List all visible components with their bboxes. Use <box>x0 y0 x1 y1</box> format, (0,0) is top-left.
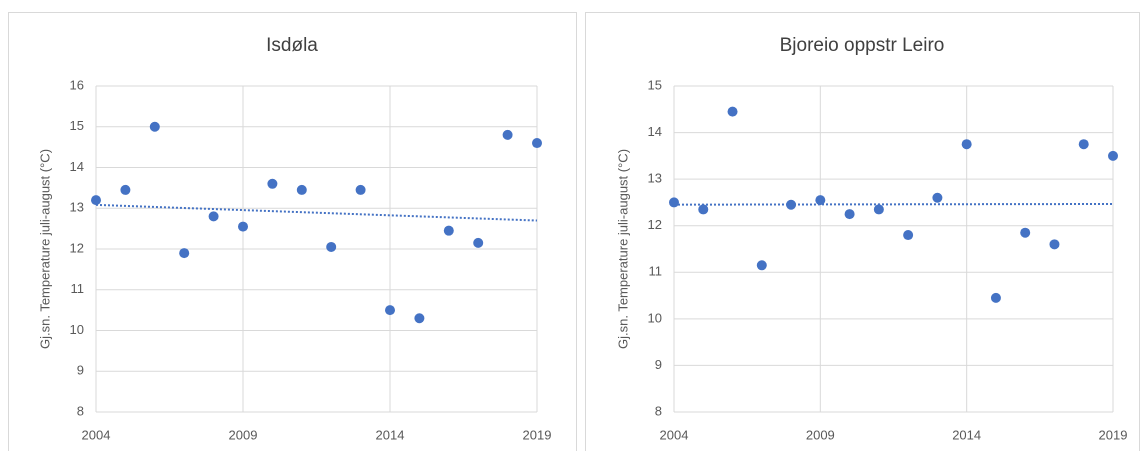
point <box>815 195 826 206</box>
y-tick-label: 16 <box>70 77 84 92</box>
panel <box>585 12 1140 451</box>
y-tick-label: 15 <box>648 77 662 92</box>
x-tick-label: 2014 <box>376 427 405 442</box>
point <box>385 305 395 316</box>
point <box>179 248 190 259</box>
x-tick-label: 2014 <box>952 427 981 442</box>
point <box>414 313 425 324</box>
y-tick-label: 8 <box>77 403 84 418</box>
point <box>208 211 219 222</box>
point <box>532 138 542 149</box>
y-axis-title: Gj.sn. Temperature juli-august (°C) <box>37 149 52 349</box>
point <box>473 237 484 248</box>
point <box>932 192 943 203</box>
panel <box>8 12 577 451</box>
y-tick-label: 13 <box>70 200 84 215</box>
point <box>786 199 797 210</box>
y-tick-label: 10 <box>648 310 662 325</box>
point <box>502 129 513 140</box>
point <box>844 209 855 220</box>
y-tick-label: 9 <box>77 363 84 378</box>
y-tick-label: 11 <box>649 264 663 279</box>
point <box>443 225 454 236</box>
point <box>669 197 679 208</box>
point <box>296 184 307 195</box>
y-tick-label: 15 <box>70 118 84 133</box>
point <box>120 184 131 195</box>
point <box>1020 227 1031 238</box>
point <box>91 195 101 206</box>
chart-title: Isdøla <box>266 35 318 56</box>
y-tick-label: 13 <box>648 171 662 186</box>
point <box>1078 139 1089 150</box>
point <box>1049 239 1060 250</box>
y-tick-label: 8 <box>655 403 662 418</box>
x-tick-label: 2009 <box>806 427 835 442</box>
x-tick-label: 2009 <box>229 427 258 442</box>
y-axis-title: Gj.sn. Temperature juli-august (°C) <box>615 149 630 349</box>
y-tick-label: 12 <box>648 217 662 232</box>
point <box>355 184 366 195</box>
point <box>961 139 972 150</box>
y-tick-label: 14 <box>648 124 662 139</box>
point <box>267 178 278 189</box>
point <box>727 106 738 117</box>
point <box>873 204 884 215</box>
y-tick-label: 9 <box>655 357 662 372</box>
point <box>1108 150 1118 161</box>
y-tick-label: 14 <box>70 159 84 174</box>
point <box>149 121 160 132</box>
y-tick-label: 11 <box>71 281 85 296</box>
point <box>326 241 337 252</box>
x-tick-label: 2004 <box>82 427 111 442</box>
point <box>238 221 248 232</box>
y-tick-label: 10 <box>70 322 84 337</box>
x-tick-label: 2019 <box>523 427 552 442</box>
trendline <box>95 203 538 222</box>
point <box>990 292 1001 303</box>
point <box>756 260 767 271</box>
x-tick-label: 2004 <box>660 427 689 442</box>
point <box>698 204 709 215</box>
y-tick-label: 12 <box>70 240 84 255</box>
trendline <box>673 202 1114 206</box>
chart-title: Bjoreio oppstr Leiro <box>780 35 945 56</box>
point <box>903 230 914 241</box>
x-tick-label: 2019 <box>1099 427 1128 442</box>
